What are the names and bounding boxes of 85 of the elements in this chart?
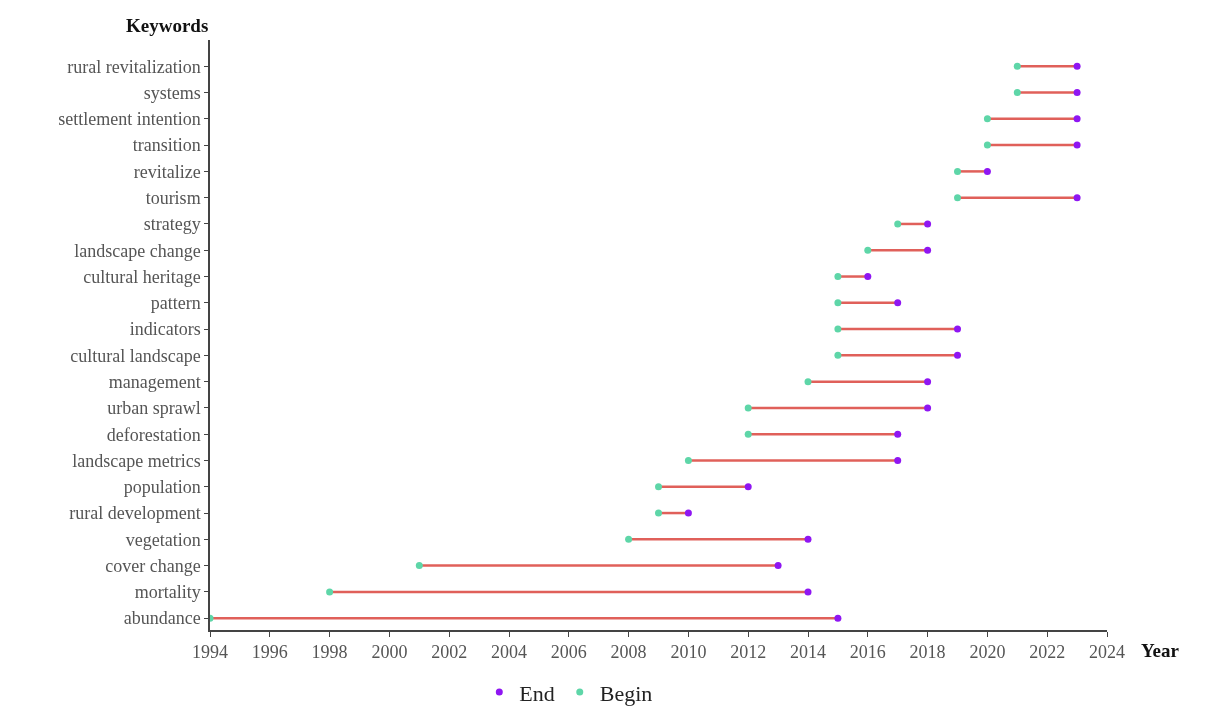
point <box>326 588 334 596</box>
point <box>924 246 932 254</box>
y-tick-label: rural development <box>69 503 201 524</box>
point <box>804 588 812 596</box>
point <box>1013 62 1021 70</box>
point <box>954 325 961 333</box>
point <box>894 299 902 307</box>
y-tick-label: mortality <box>134 582 201 603</box>
y-tick-label: transition <box>132 135 201 156</box>
x-tick-label: 1996 <box>251 642 288 663</box>
y-axis-title: Keywords <box>126 15 209 36</box>
point <box>1073 62 1081 70</box>
x-axis-title: Year <box>1141 640 1180 661</box>
point <box>744 483 752 491</box>
point <box>983 167 991 175</box>
point <box>924 404 932 412</box>
point <box>625 535 633 543</box>
point <box>834 273 842 281</box>
x-tick-label: 2000 <box>371 642 408 663</box>
x-tick-label: 2020 <box>969 642 1006 663</box>
x-tick-label: 2004 <box>491 642 527 663</box>
legend-label: Begin <box>599 680 653 706</box>
point <box>954 351 961 359</box>
y-tick-label: landscape change <box>74 240 201 261</box>
point <box>804 378 812 386</box>
x-tick-label: 1998 <box>311 642 348 663</box>
x-tick-label: 2024 <box>1089 642 1125 663</box>
x-tick-label: 2016 <box>849 642 886 663</box>
y-tick-label: population <box>123 477 201 498</box>
point <box>655 509 662 517</box>
point <box>744 430 752 438</box>
y-tick-label: cultural heritage <box>83 266 201 287</box>
y-tick-label: pattern <box>150 293 201 314</box>
y-tick-label: urban sprawl <box>107 398 201 419</box>
y-tick-label: cultural landscape <box>70 345 201 366</box>
point <box>774 562 782 570</box>
y-tick-label: indicators <box>129 319 201 340</box>
point <box>834 614 842 622</box>
x-tick-label: 2002 <box>431 642 468 663</box>
point <box>1073 141 1081 149</box>
point <box>864 273 872 281</box>
point <box>894 456 902 464</box>
x-tick-label: 2014 <box>790 642 826 663</box>
y-tick-label: settlement intention <box>58 109 201 130</box>
x-tick-label: 2010 <box>670 642 707 663</box>
x-tick-label: 2012 <box>730 642 767 663</box>
x-tick-label: 2008 <box>610 642 647 663</box>
y-tick-label: deforestation <box>106 424 201 445</box>
point <box>415 562 423 570</box>
point <box>924 220 932 228</box>
y-tick-label: tourism <box>145 187 201 208</box>
legend-label: End <box>519 680 555 706</box>
point <box>1013 89 1021 97</box>
point <box>684 509 692 517</box>
point <box>983 141 991 149</box>
point <box>983 115 991 123</box>
point <box>684 456 692 464</box>
point <box>744 404 752 412</box>
point <box>834 351 842 359</box>
point <box>655 483 662 491</box>
point <box>1073 89 1081 97</box>
point <box>1073 194 1081 202</box>
point <box>834 325 842 333</box>
x-tick-label: 2006 <box>550 642 587 663</box>
y-tick-label: cover change <box>105 555 201 576</box>
point <box>834 299 842 307</box>
point <box>924 378 932 386</box>
x-tick-label: 2018 <box>909 642 946 663</box>
point <box>894 430 902 438</box>
point <box>804 535 812 543</box>
y-tick-label: revitalize <box>133 161 201 182</box>
y-tick-label: systems <box>143 82 201 103</box>
x-tick-label: 2022 <box>1029 642 1066 663</box>
point <box>954 167 961 175</box>
y-tick-label: vegetation <box>125 529 201 550</box>
point <box>1073 115 1081 123</box>
x-tick-label: 1994 <box>192 642 228 663</box>
point <box>894 220 902 228</box>
point <box>954 194 961 202</box>
y-tick-label: abundance <box>123 608 201 629</box>
y-tick-label: landscape metrics <box>72 450 201 471</box>
point <box>864 246 872 254</box>
y-tick-label: management <box>108 371 201 392</box>
y-tick-label: rural revitalization <box>67 56 201 77</box>
y-tick-label: strategy <box>143 214 201 235</box>
